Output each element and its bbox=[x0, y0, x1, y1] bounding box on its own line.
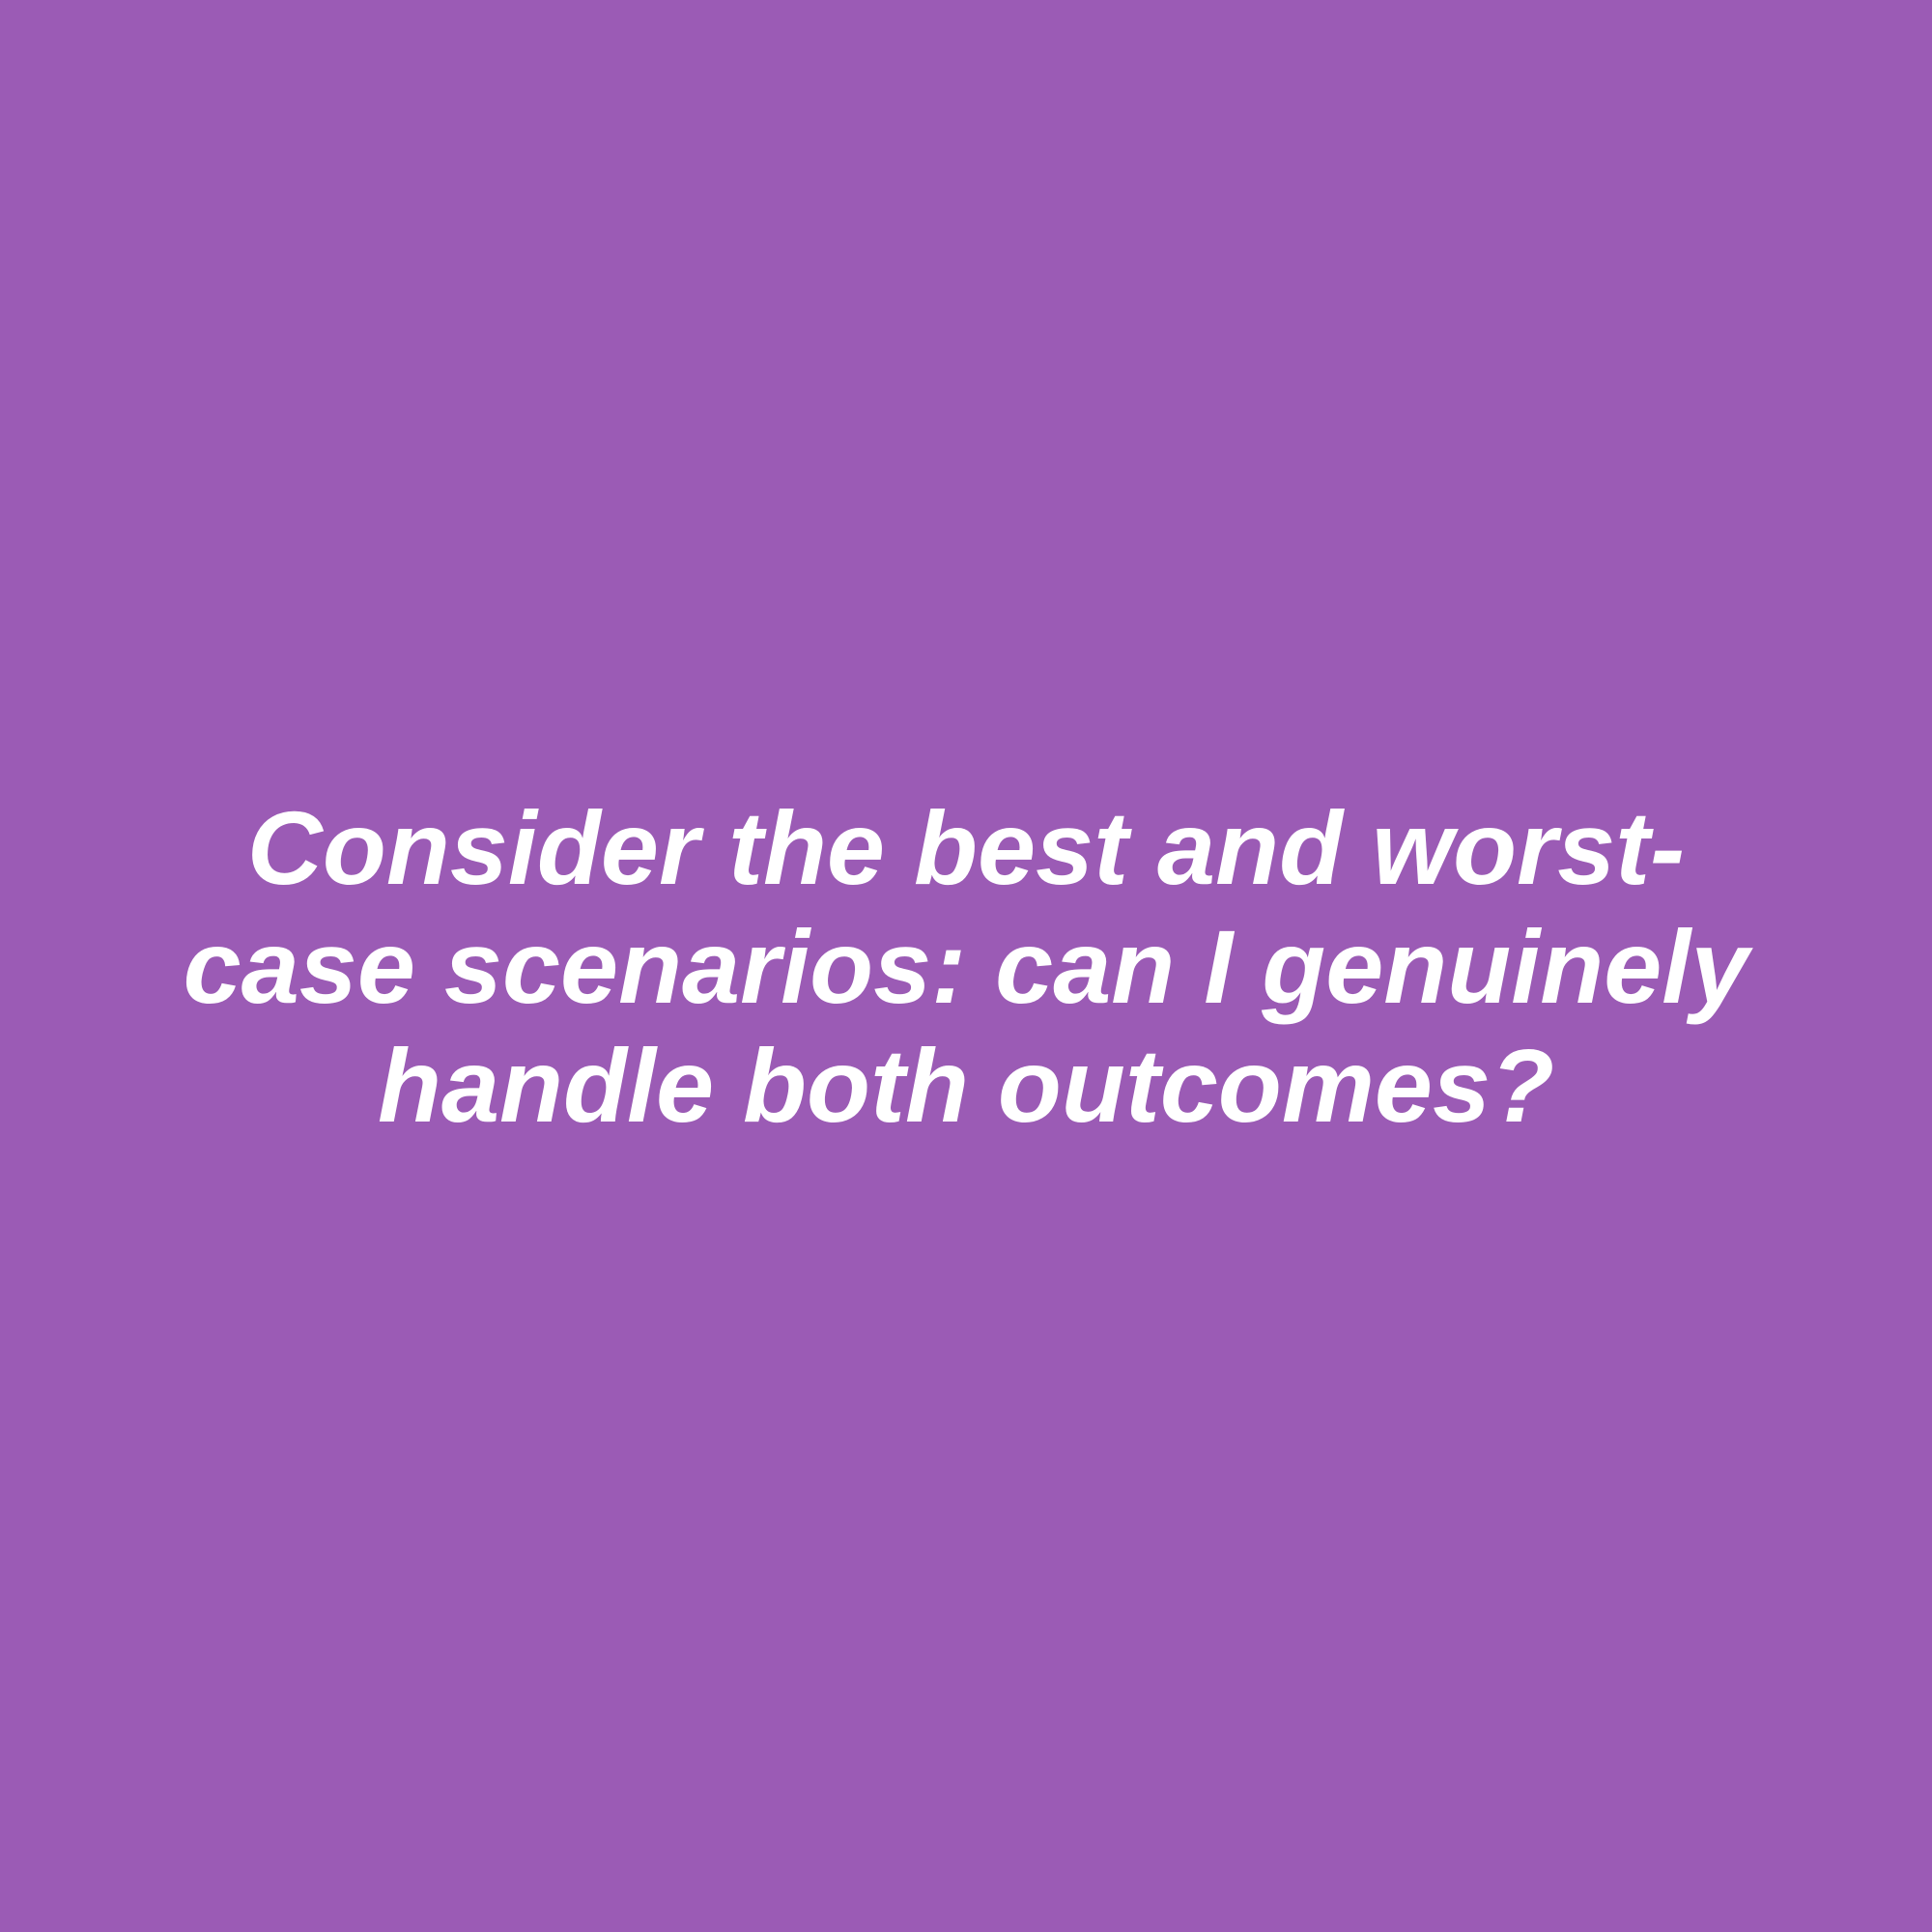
quote-text: Consider the best and worst-case scenari… bbox=[183, 788, 1749, 1144]
